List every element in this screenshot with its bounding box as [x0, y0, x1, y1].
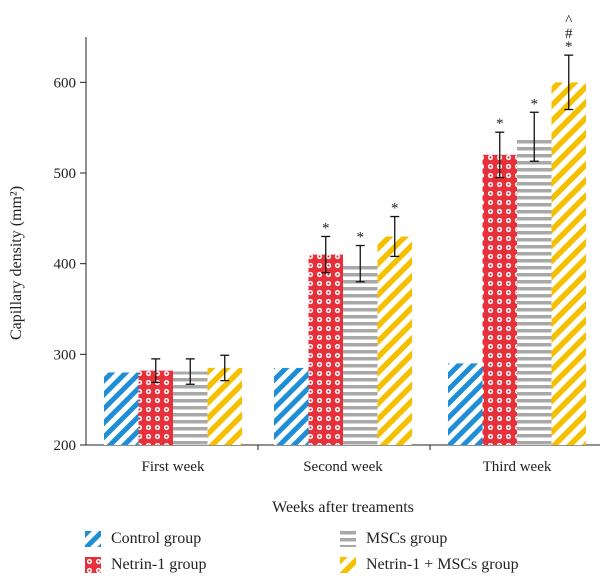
legend-swatch-mscs	[340, 531, 356, 547]
significance-marks: *****^#*	[322, 13, 573, 245]
legend-label-combo: Netrin-1 + MSCs group	[366, 556, 519, 573]
x-axis-label: Weeks after treaments	[272, 499, 414, 516]
y-tick-label: 400	[54, 257, 77, 273]
legend-label-control: Control group	[111, 530, 202, 547]
significance-mark: *	[496, 116, 504, 132]
x-tick-label: Second week	[303, 459, 383, 475]
significance-mark: *	[565, 39, 573, 55]
legend-item-netrin: Netrin-1 group	[85, 554, 207, 576]
legend-item-combo: Netrin-1 + MSCs group	[340, 554, 519, 576]
y-tick-label: 300	[54, 347, 77, 363]
legend-item-control: Control group	[85, 528, 201, 550]
significance-mark: *	[357, 230, 365, 246]
y-axis-label: Capillary density (mm²)	[8, 186, 25, 340]
legend-swatch-combo	[340, 557, 356, 573]
significance-mark: *	[322, 220, 330, 236]
bar	[343, 263, 378, 445]
error-bars	[151, 54, 574, 385]
legend-label-netrin: Netrin-1 group	[111, 556, 207, 573]
y-tick-label: 200	[54, 438, 77, 454]
bar	[377, 236, 412, 445]
legend-swatch-netrin	[85, 557, 101, 573]
y-tick-label: 600	[54, 75, 77, 91]
significance-mark: ^	[565, 13, 572, 29]
bar	[274, 367, 309, 445]
x-tick-label: First week	[142, 459, 205, 475]
bar	[308, 254, 343, 445]
bar	[482, 154, 517, 445]
legend-label-mscs: MSCs group	[366, 530, 448, 547]
bar-chart: 200 300 400 500 600 First week Second week Thi…	[8, 13, 600, 516]
significance-mark: *	[531, 96, 539, 112]
bar	[448, 363, 483, 445]
x-axis: First week Second week Third week	[86, 444, 600, 475]
legend: Control group MSCs group Netrin-1 group …	[0, 520, 600, 580]
significance-mark: *	[391, 201, 399, 217]
significance-mark: #	[565, 26, 573, 42]
bars	[104, 82, 586, 445]
y-axis: 200 300 400 500 600	[54, 37, 87, 454]
bar	[104, 372, 139, 445]
bar	[551, 82, 586, 445]
x-tick-label: Third week	[483, 459, 552, 475]
bar	[517, 136, 552, 445]
legend-item-mscs: MSCs group	[340, 528, 447, 550]
legend-swatch-control	[85, 531, 101, 547]
y-tick-label: 500	[54, 166, 77, 182]
